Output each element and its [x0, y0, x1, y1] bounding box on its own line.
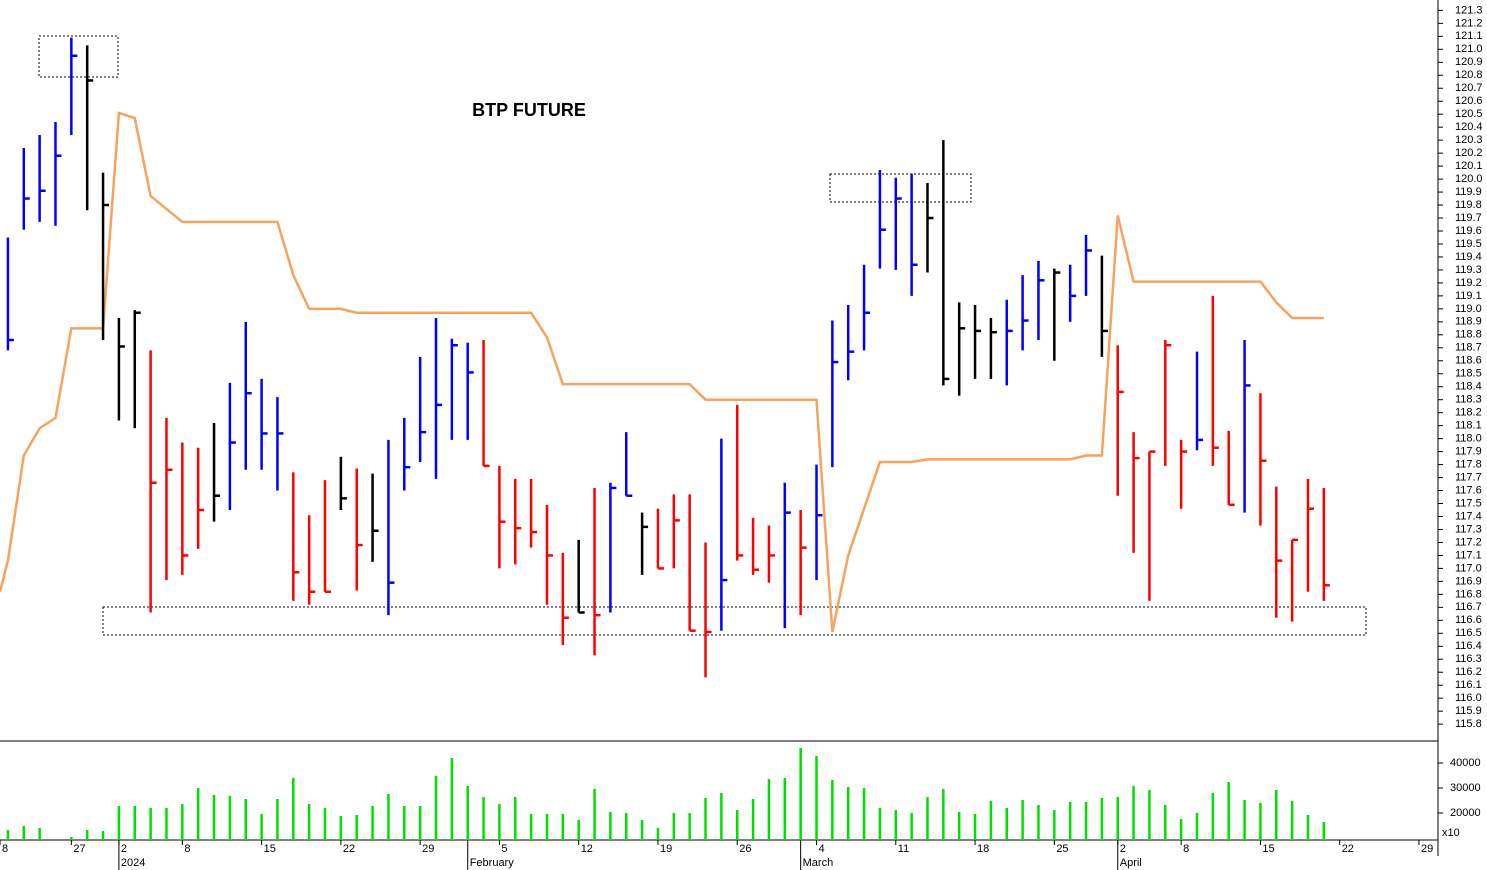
- y-tick-label: 117.3: [1455, 523, 1482, 535]
- y-tick-label: 117.9: [1455, 446, 1482, 458]
- y-tick-label: 119.8: [1455, 199, 1482, 211]
- y-tick-label: 116.1: [1455, 679, 1482, 691]
- y-tick-label: 117.5: [1455, 497, 1482, 509]
- x-tick-label: 2: [121, 843, 127, 855]
- y-tick-label: 116.0: [1455, 692, 1482, 704]
- y-tick-label: 120.1: [1455, 160, 1483, 172]
- x-tick-label: 2: [1120, 843, 1126, 855]
- y-tick-label: 118.0: [1455, 433, 1482, 445]
- y-tick-label: 117.7: [1455, 471, 1482, 483]
- x-tick-label: 27: [73, 843, 85, 855]
- x-tick-label: 18: [977, 843, 989, 855]
- y-tick-label: 115.8: [1455, 718, 1482, 730]
- y-tick-label: 120.7: [1455, 82, 1483, 94]
- y-tick-label: 118.3: [1455, 394, 1482, 406]
- y-tick-label: 118.8: [1455, 329, 1482, 341]
- y-tick-label: 116.9: [1455, 575, 1482, 587]
- y-tick-label: 117.6: [1455, 484, 1482, 496]
- y-tick-label: 120.9: [1455, 56, 1483, 68]
- x-tick-label: 11: [898, 843, 909, 855]
- y-tick-label: 115.9: [1455, 705, 1482, 717]
- x-tick-label: 26: [739, 843, 751, 855]
- y-tick-label: 120.0: [1455, 173, 1483, 185]
- y-tick-label: 119.3: [1455, 264, 1482, 276]
- y-tick-label: 117.0: [1455, 562, 1482, 574]
- x-tick-label: 22: [1342, 843, 1354, 855]
- y-tick-label: 121.0: [1455, 43, 1483, 55]
- y-tick-label: 116.2: [1455, 666, 1482, 678]
- y-tick-label: 119.9: [1455, 186, 1482, 198]
- y-tick-label: 121.3: [1455, 4, 1483, 16]
- y-tick-label: 118.4: [1455, 381, 1482, 393]
- chart-title: BTP FUTURE: [472, 100, 586, 120]
- y-tick-label: 118.1: [1455, 420, 1482, 432]
- month-label: 2024: [121, 857, 145, 869]
- x-tick-label: 8: [1183, 843, 1189, 855]
- volume-tick-label: 40000: [1450, 757, 1481, 769]
- volume-tick-label: 20000: [1450, 807, 1481, 819]
- highlight-box: [829, 173, 972, 203]
- y-tick-label: 120.4: [1455, 121, 1483, 133]
- y-tick-label: 118.6: [1455, 355, 1482, 367]
- y-tick-label: 117.2: [1455, 536, 1482, 548]
- x-tick-label: 8: [2, 843, 8, 855]
- volume-unit: x10: [1442, 827, 1460, 839]
- y-tick-label: 118.5: [1455, 368, 1482, 380]
- y-tick-label: 117.4: [1455, 510, 1482, 522]
- y-tick-label: 119.6: [1455, 225, 1482, 237]
- x-tick-label: 22: [343, 843, 355, 855]
- y-tick-label: 116.8: [1455, 588, 1482, 600]
- y-tick-label: 117.1: [1455, 549, 1482, 561]
- y-tick-label: 119.1: [1455, 290, 1482, 302]
- x-tick-label: 8: [184, 843, 190, 855]
- x-tick-label: 15: [1262, 843, 1274, 855]
- y-tick-label: 119.5: [1455, 238, 1482, 250]
- y-tick-label: 116.4: [1455, 640, 1482, 652]
- y-tick-label: 119.2: [1455, 277, 1482, 289]
- y-tick-label: 116.7: [1455, 601, 1482, 613]
- y-tick-label: 119.4: [1455, 251, 1482, 263]
- x-tick-label: 12: [581, 843, 593, 855]
- month-label: April: [1120, 857, 1142, 869]
- x-tick-label: 25: [1056, 843, 1068, 855]
- y-tick-label: 120.3: [1455, 134, 1483, 146]
- y-tick-label: 118.2: [1455, 407, 1482, 419]
- y-tick-label: 116.5: [1455, 627, 1482, 639]
- x-tick-label: 19: [660, 843, 672, 855]
- y-tick-label: 118.9: [1455, 316, 1482, 328]
- x-tick-label: 29: [422, 843, 434, 855]
- x-tick-label: 5: [501, 843, 507, 855]
- month-label: March: [803, 857, 834, 869]
- y-tick-label: 117.8: [1455, 458, 1482, 470]
- x-tick-label: 29: [1421, 843, 1433, 855]
- support-box: [102, 606, 1367, 636]
- y-tick-label: 119.0: [1455, 303, 1482, 315]
- y-tick-label: 121.1: [1455, 30, 1483, 42]
- y-tick-label: 121.2: [1455, 17, 1483, 29]
- y-tick-label: 116.6: [1455, 614, 1482, 626]
- y-tick-label: 118.7: [1455, 342, 1482, 354]
- y-tick-label: 120.6: [1455, 95, 1483, 107]
- stop-line: [0, 111, 1324, 633]
- volume-tick-label: 30000: [1450, 782, 1481, 794]
- y-tick-label: 119.7: [1455, 212, 1482, 224]
- y-tick-label: 120.8: [1455, 69, 1483, 81]
- y-tick-label: 116.3: [1455, 653, 1482, 665]
- x-tick-label: 15: [264, 843, 276, 855]
- y-tick-label: 120.2: [1455, 147, 1483, 159]
- month-label: February: [470, 857, 515, 869]
- y-tick-label: 120.5: [1455, 108, 1483, 120]
- x-tick-label: 4: [819, 843, 825, 855]
